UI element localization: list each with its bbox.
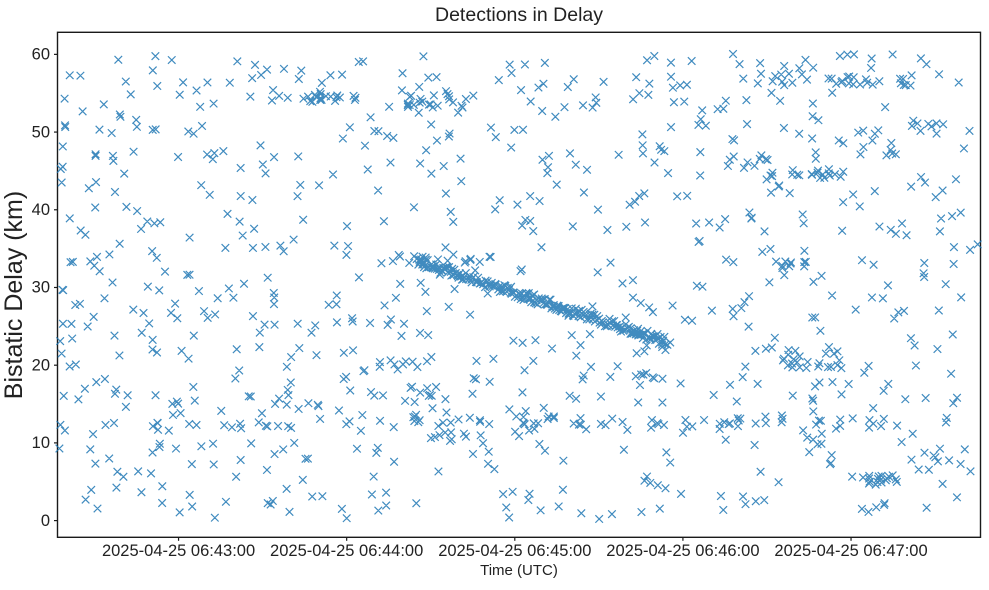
svg-text:2025-04-25 06:44:00: 2025-04-25 06:44:00 xyxy=(270,542,423,560)
svg-text:50: 50 xyxy=(32,123,50,141)
svg-text:10: 10 xyxy=(32,434,50,452)
svg-text:30: 30 xyxy=(32,279,50,297)
svg-text:2025-04-25 06:43:00: 2025-04-25 06:43:00 xyxy=(102,542,255,560)
svg-text:2025-04-25 06:45:00: 2025-04-25 06:45:00 xyxy=(438,542,591,560)
svg-text:2025-04-25 06:46:00: 2025-04-25 06:46:00 xyxy=(606,542,759,560)
svg-text:40: 40 xyxy=(32,201,50,219)
svg-text:0: 0 xyxy=(41,512,50,530)
svg-text:2025-04-25 06:47:00: 2025-04-25 06:47:00 xyxy=(774,542,927,560)
svg-text:60: 60 xyxy=(32,46,50,64)
svg-text:20: 20 xyxy=(32,356,50,374)
